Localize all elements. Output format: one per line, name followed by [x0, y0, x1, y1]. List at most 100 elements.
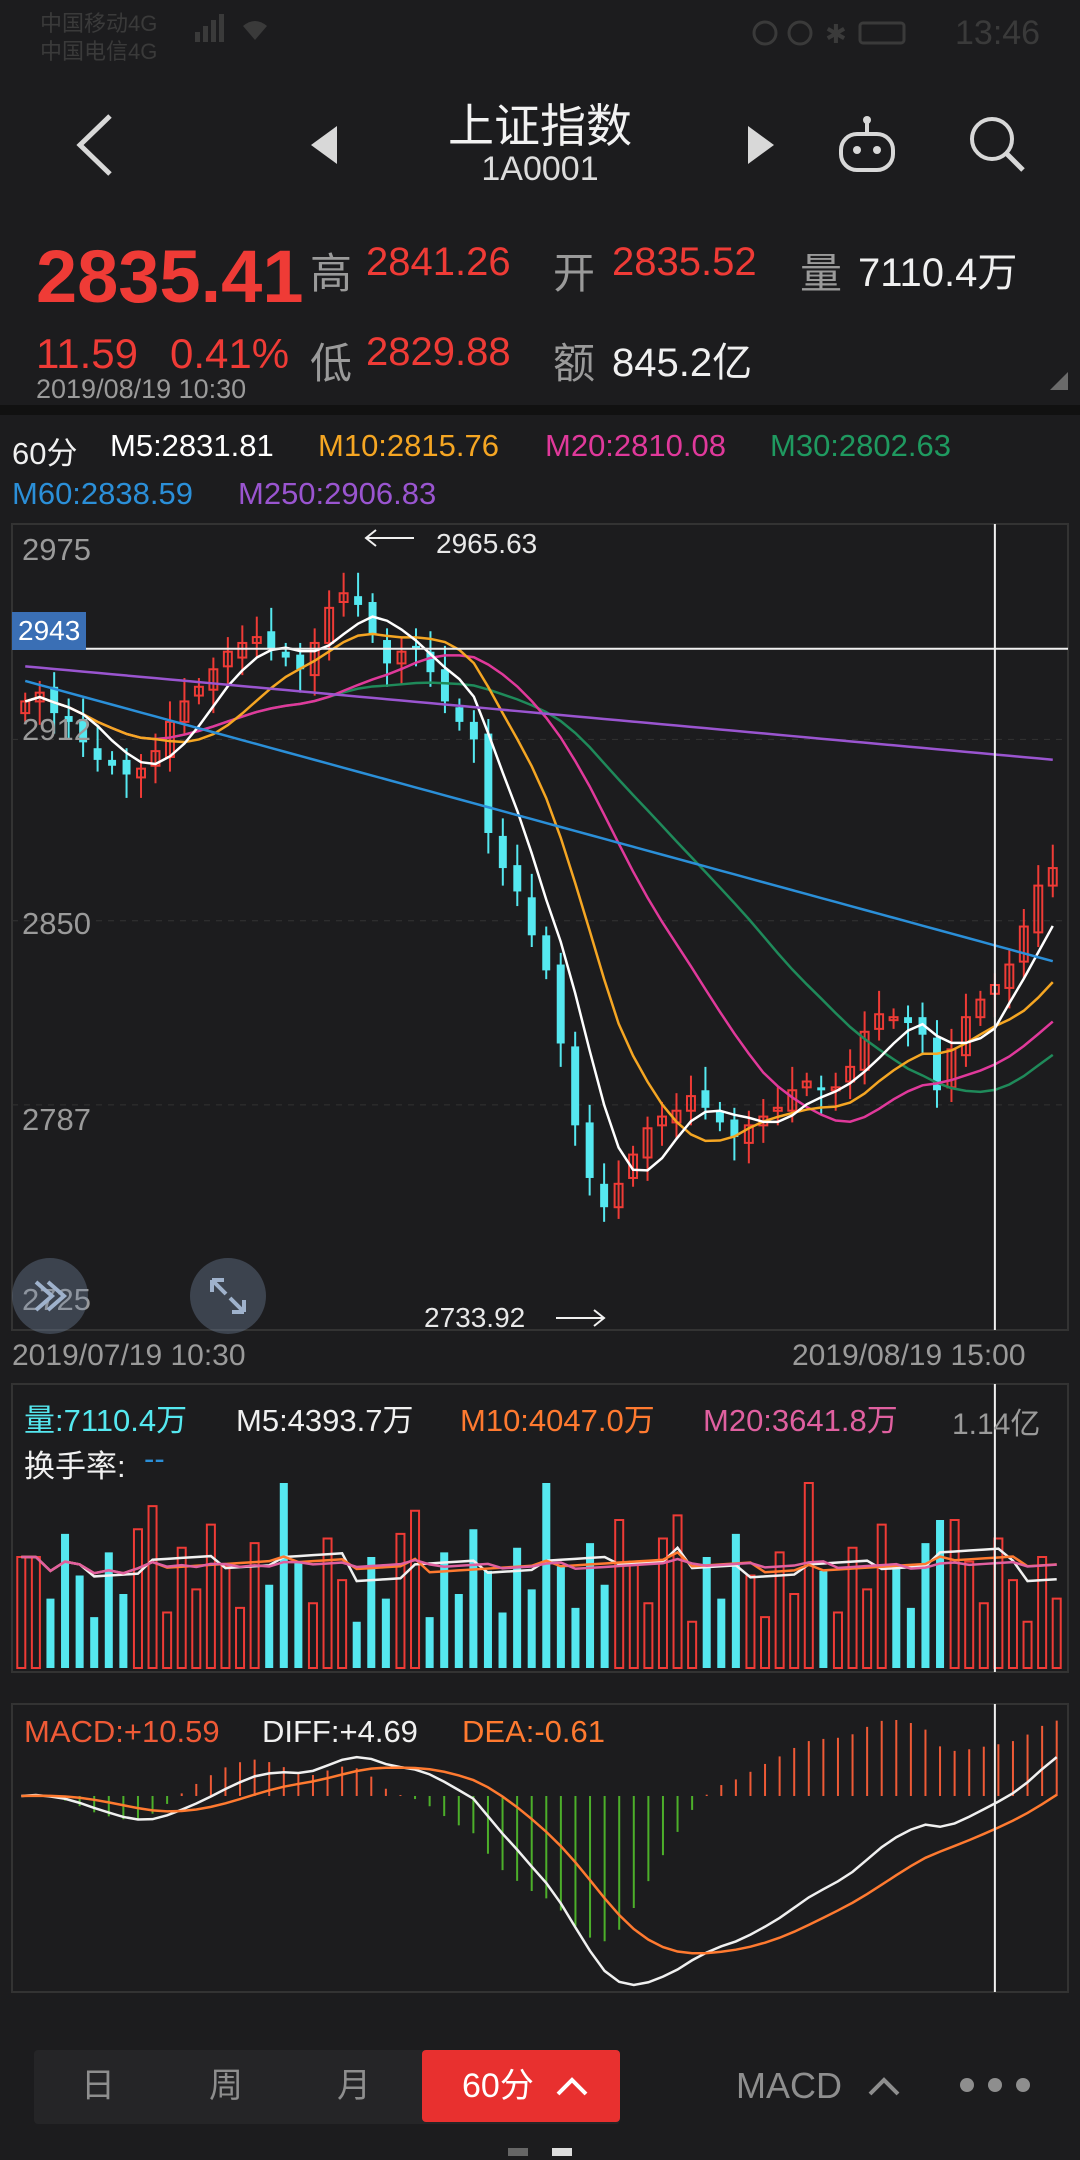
bottom-bar: 日 周 月 60分 MACD	[0, 2040, 1080, 2160]
ma5-line	[24, 615, 1054, 1172]
turnover-label: 换手率:	[24, 1449, 126, 1484]
candle-body	[845, 1065, 856, 1083]
status-time: 13:46	[955, 14, 1041, 52]
crosshair-value-tag: 2943	[12, 612, 87, 650]
volume-chart[interactable]	[0, 1380, 1080, 1675]
volume-bar	[657, 1537, 668, 1669]
candle-body	[20, 700, 31, 715]
volume-m20: M20:3641.8万	[703, 1403, 898, 1438]
back-icon[interactable]	[70, 110, 120, 180]
status-icons: ✱	[750, 18, 910, 49]
next-stock-icon[interactable]	[740, 122, 780, 168]
page-title: 上证指数	[448, 100, 632, 152]
volume-bar	[556, 1566, 565, 1668]
price-change-pct: 0.41%	[170, 330, 290, 377]
volume-svg[interactable]	[0, 1380, 1080, 1675]
volume-now: 量:7110.4万	[24, 1403, 188, 1438]
volume-bar	[205, 1523, 216, 1669]
candle-body	[426, 651, 435, 673]
low-marker-value: 2733.92	[424, 1302, 526, 1333]
tab-60min[interactable]: 60分	[422, 2050, 620, 2122]
ma5-label: M5:2831.81	[110, 428, 274, 463]
candle-body	[1033, 884, 1044, 934]
volume-bar	[469, 1529, 478, 1668]
amount-value: 845.2亿	[612, 341, 753, 385]
more-icon[interactable]	[955, 2070, 1035, 2100]
page-indicator-2	[552, 2148, 572, 2156]
svg-text:✱: ✱	[825, 19, 847, 48]
candle-body	[859, 1030, 870, 1071]
volume-bar	[381, 1598, 390, 1668]
candle-body	[960, 1016, 971, 1057]
tab-week[interactable]: 周	[209, 2067, 243, 2105]
volume-bar	[717, 1598, 726, 1668]
volume-bar	[600, 1584, 609, 1668]
macd-legend: MACD:+10.59 DIFF:+4.69 DEA:-0.61	[0, 1710, 1080, 1760]
candle-body	[975, 998, 986, 1019]
volume-bar	[90, 1617, 99, 1668]
volume-bar	[731, 1533, 740, 1668]
volume-bar	[774, 1551, 785, 1669]
volume-bar	[307, 1602, 318, 1669]
macd-svg[interactable]	[0, 1700, 1080, 1995]
candle-body	[108, 759, 117, 766]
diff-value: DIFF:+4.69	[262, 1714, 418, 1749]
volume-bar	[46, 1598, 55, 1668]
candle-body	[469, 721, 478, 740]
kline-chart[interactable]: 2975 2912 2850 2787 2725 2943 2965.63 27…	[0, 520, 1080, 1340]
search-icon[interactable]	[965, 112, 1029, 176]
candle-body	[484, 733, 493, 833]
candle-body	[1018, 925, 1029, 963]
ma20-label: M20:2810.08	[545, 428, 726, 463]
volume-bar	[279, 1483, 288, 1668]
y-label-3: 2787	[22, 1102, 91, 1137]
candle-body	[817, 1087, 826, 1091]
collapse-panel-button[interactable]	[12, 1258, 88, 1334]
volume-bar	[425, 1617, 434, 1668]
period-label: 60分	[12, 436, 78, 471]
volume-bar	[440, 1552, 449, 1668]
low-label: 低	[310, 340, 353, 387]
candle-body	[296, 654, 305, 670]
candle-body	[730, 1119, 739, 1138]
volume-bar	[162, 1611, 173, 1669]
tab-month[interactable]: 月	[337, 2067, 371, 2105]
high-marker-arrow	[364, 529, 414, 547]
ma-legend: 60分 M5:2831.81 M10:2815.76 M20:2810.08 M…	[0, 420, 1080, 520]
y-label-1: 2912	[22, 712, 91, 747]
volume-bar	[847, 1546, 858, 1669]
expand-corner-icon[interactable]	[1050, 372, 1068, 390]
candle-body	[324, 606, 335, 644]
indicator-button[interactable]: MACD	[736, 2050, 906, 2122]
volume-bar	[586, 1543, 595, 1668]
candle-body	[888, 1016, 899, 1022]
volume-bar	[527, 1589, 536, 1668]
kline-svg[interactable]	[0, 520, 1080, 1340]
ma250-line	[25, 665, 1053, 761]
volume-bar	[745, 1574, 756, 1669]
tab-day[interactable]: 日	[81, 2067, 115, 2105]
carrier-line2: 中国电信4G	[40, 39, 158, 64]
macd-chart[interactable]	[0, 1700, 1080, 1995]
volume-bar	[498, 1612, 507, 1668]
indicator-label: MACD	[736, 2065, 842, 2106]
amount-label: 额	[553, 340, 596, 387]
volume-bar	[235, 1606, 246, 1669]
candle-body	[657, 1115, 667, 1127]
fullscreen-button[interactable]	[190, 1258, 266, 1334]
volume-bar	[30, 1556, 41, 1669]
candle-body	[1047, 867, 1058, 887]
volume-bar	[789, 1593, 800, 1669]
robot-assistant-icon[interactable]	[835, 114, 899, 178]
expand-arrows-icon	[210, 1278, 246, 1314]
candle-body	[585, 1122, 594, 1178]
volume-bar	[513, 1547, 522, 1668]
macd-border	[11, 1703, 1069, 1993]
volume-bar	[367, 1557, 376, 1668]
prev-stock-icon[interactable]	[305, 122, 345, 168]
candle-body	[1004, 963, 1015, 989]
candle-body	[933, 1037, 941, 1091]
ma60-label: M60:2838.59	[12, 476, 193, 511]
candle-body	[455, 707, 464, 722]
y-label-2: 2850	[22, 906, 91, 941]
